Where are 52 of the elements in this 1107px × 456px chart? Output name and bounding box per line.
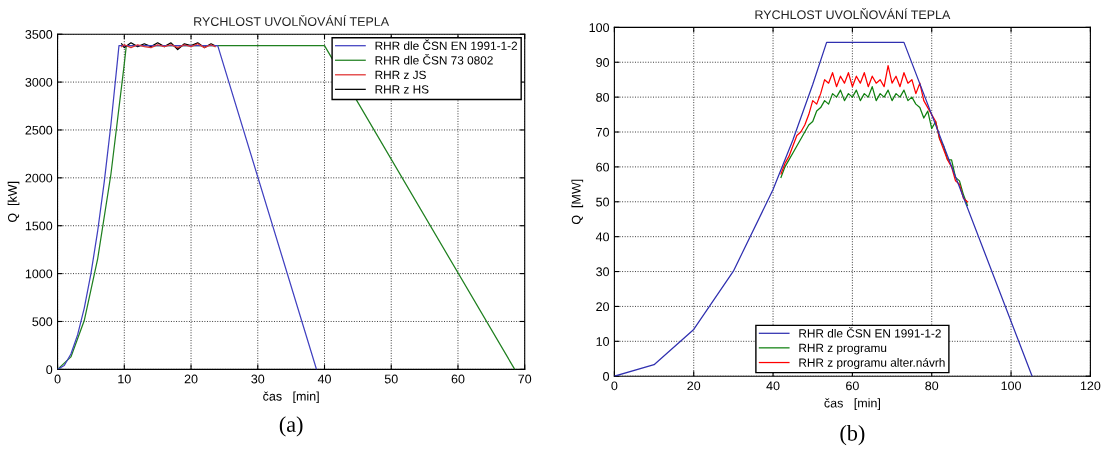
legend-label: RHR dle ČSN EN 1991-1-2: [799, 327, 941, 338]
y-tick-label: 0: [46, 365, 53, 375]
legend-label: RHR z JS: [375, 70, 426, 80]
y-tick-label: 80: [596, 92, 610, 102]
y-tick-label: 70: [596, 127, 610, 137]
text: (b): [840, 425, 865, 446]
line-series: [780, 86, 969, 206]
y-tick-label: 1500: [25, 221, 53, 231]
legend-label: RHR dle ČSN EN 1991-1-2: [375, 39, 518, 50]
chart-title: RYCHLOST UVOLŇOVÁNÍ TEPLA: [755, 8, 951, 20]
x-tick-label: 10: [118, 374, 131, 384]
x-axis-title: čas [min]: [263, 391, 319, 404]
y-tick-label: 60: [596, 162, 610, 172]
y-tick-label: 500: [32, 317, 53, 327]
x-tick-label: 20: [687, 381, 701, 391]
text: (a): [279, 416, 303, 437]
x-tick-label: 120: [1080, 381, 1101, 391]
legend-label: RHR z HS: [375, 85, 429, 94]
x-tick-label: 60: [846, 381, 859, 391]
line-series: [57, 45, 318, 370]
line-series: [780, 65, 969, 203]
y-axis-title: Q [kW]: [7, 181, 20, 223]
chart-title: RYCHLOST UVOLŇOVÁNÍ TEPLA: [194, 14, 390, 26]
line-series: [614, 41, 1033, 377]
x-axis-title: čas [min]: [824, 398, 880, 410]
y-tick-label: 2000: [25, 173, 53, 183]
x-tick-label: 70: [518, 374, 532, 384]
x-tick-label: 50: [384, 374, 398, 384]
y-tick-label: 30: [596, 267, 610, 277]
x-tick-label: 0: [611, 381, 618, 391]
y-tick-label: 90: [596, 58, 610, 67]
y-axis-title: Q [MW]: [571, 179, 584, 225]
y-tick-label: 3500: [25, 30, 53, 39]
x-tick-label: 0: [54, 374, 61, 384]
y-tick-label: 10: [596, 337, 610, 346]
x-tick-label: 80: [925, 381, 939, 391]
y-tick-label: 3000: [25, 77, 53, 87]
x-tick-label: 20: [184, 374, 198, 384]
y-tick-label: 100: [589, 23, 610, 33]
y-tick-label: 40: [595, 232, 610, 242]
legend-label: RHR z programu alter.návrh: [799, 357, 945, 370]
x-tick-label: 100: [1001, 381, 1021, 391]
x-tick-label: 30: [251, 374, 265, 384]
x-tick-label: 40: [766, 381, 780, 391]
x-tick-label: 60: [451, 374, 465, 384]
y-tick-label: 50: [596, 197, 610, 207]
legend-label: RHR z programu: [799, 343, 887, 355]
x-tick-label: 40: [317, 374, 331, 384]
y-tick-label: 20: [596, 302, 610, 312]
legend-label: RHR dle ČSN 73 0802: [375, 54, 493, 65]
y-tick-label: 2500: [25, 125, 53, 135]
y-tick-label: 1000: [25, 269, 53, 279]
